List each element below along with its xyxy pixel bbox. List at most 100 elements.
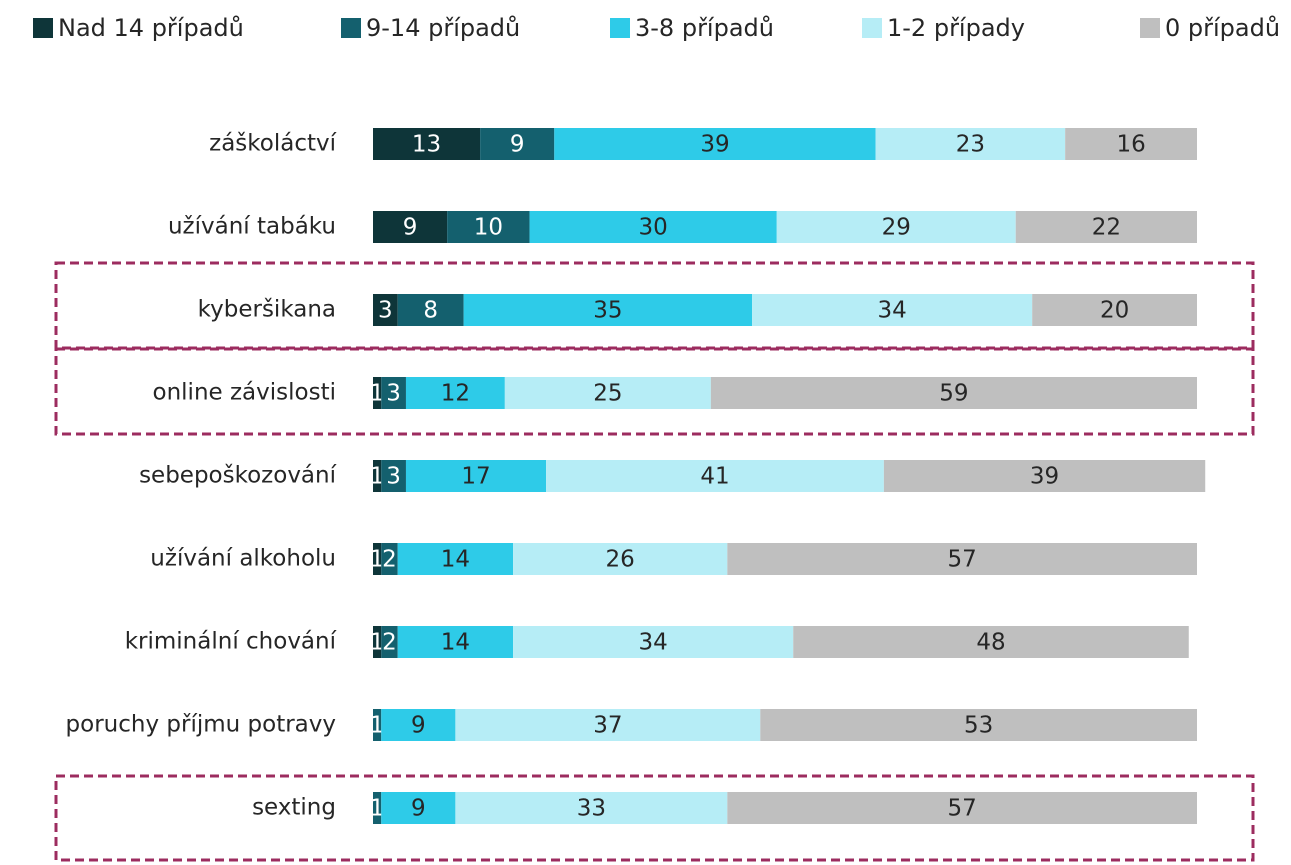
bar-segment xyxy=(397,626,514,658)
category-label: kyberšikana xyxy=(198,297,336,323)
value-label: 1 xyxy=(370,630,385,656)
value-label: 8 xyxy=(423,298,438,324)
bar-segment xyxy=(455,792,728,824)
bar-segment xyxy=(373,128,481,160)
value-label: 33 xyxy=(577,796,606,822)
legend-swatch xyxy=(862,18,882,38)
value-label: 10 xyxy=(474,215,503,241)
value-label: 12 xyxy=(441,381,470,407)
value-label: 9 xyxy=(411,796,426,822)
legend-label: Nad 14 případů xyxy=(58,14,244,42)
legend-swatch xyxy=(341,18,361,38)
bar-segment xyxy=(1065,128,1197,160)
value-label: 1 xyxy=(370,713,385,739)
bar-segment xyxy=(373,792,382,824)
category-label: sebepoškozování xyxy=(139,463,337,489)
value-label: 41 xyxy=(700,464,729,490)
legend-swatch xyxy=(610,18,630,38)
bar-segment xyxy=(373,377,382,409)
value-label: 16 xyxy=(1116,132,1145,158)
legend-swatch xyxy=(33,18,53,38)
category-label: kriminální chování xyxy=(125,629,337,655)
value-label: 25 xyxy=(593,381,622,407)
value-label: 48 xyxy=(976,630,1005,656)
bar-segment xyxy=(883,460,1206,492)
value-label: 57 xyxy=(948,547,977,573)
bar-segment xyxy=(463,294,753,326)
value-label: 34 xyxy=(639,630,668,656)
value-label: 59 xyxy=(939,381,968,407)
value-label: 1 xyxy=(370,796,385,822)
category-label: užívání alkoholu xyxy=(150,546,336,572)
bar-segment xyxy=(373,626,382,658)
bar-segment xyxy=(513,543,728,575)
value-label: 17 xyxy=(461,464,490,490)
highlight-box xyxy=(54,347,1255,436)
category-label: užívání tabáku xyxy=(168,214,336,240)
bar-segment xyxy=(381,543,398,575)
bar-segment xyxy=(373,211,448,243)
value-label: 53 xyxy=(964,713,993,739)
value-label: 3 xyxy=(378,298,393,324)
value-label: 9 xyxy=(403,215,418,241)
bar-segment xyxy=(373,709,382,741)
bar-segment xyxy=(373,460,382,492)
value-label: 30 xyxy=(639,215,668,241)
bar-segment xyxy=(554,128,876,160)
bar-segment xyxy=(381,460,406,492)
category-label: záškoláctví xyxy=(209,131,336,157)
bar-segment xyxy=(793,626,1189,658)
bar-segment xyxy=(373,543,382,575)
legend-swatch xyxy=(1140,18,1160,38)
bar-segment xyxy=(529,211,777,243)
value-label: 23 xyxy=(956,132,985,158)
bar-segment xyxy=(546,460,884,492)
value-label: 35 xyxy=(593,298,622,324)
value-label: 57 xyxy=(948,796,977,822)
legend-label: 3-8 případů xyxy=(635,14,774,42)
bar-segment xyxy=(1015,211,1197,243)
value-label: 14 xyxy=(441,547,470,573)
bar-segment xyxy=(760,709,1197,741)
bar-segment xyxy=(752,294,1033,326)
bar-segment xyxy=(381,792,456,824)
bar-segment xyxy=(405,377,505,409)
bar-segment xyxy=(381,626,398,658)
bar-segment xyxy=(1032,294,1197,326)
bar-segment xyxy=(397,543,514,575)
value-label: 34 xyxy=(877,298,906,324)
bar-segment xyxy=(776,211,1016,243)
value-label: 3 xyxy=(386,464,401,490)
value-label: 29 xyxy=(882,215,911,241)
category-label: online závislosti xyxy=(153,380,336,406)
category-label: poruchy příjmu potravy xyxy=(66,712,336,738)
bar-segment xyxy=(875,128,1066,160)
value-label: 1 xyxy=(370,464,385,490)
highlight-box xyxy=(54,261,1255,350)
value-label: 39 xyxy=(700,132,729,158)
bar-segment xyxy=(381,709,456,741)
value-label: 9 xyxy=(510,132,525,158)
bar-segment xyxy=(710,377,1197,409)
category-label: sexting xyxy=(252,795,336,821)
value-label: 26 xyxy=(606,547,635,573)
bar-segment xyxy=(513,626,794,658)
value-label: 22 xyxy=(1092,215,1121,241)
bar-segment xyxy=(727,792,1197,824)
bar-segment xyxy=(405,460,547,492)
value-label: 20 xyxy=(1100,298,1129,324)
bar-segment xyxy=(727,543,1197,575)
value-label: 39 xyxy=(1030,464,1059,490)
bar-segment xyxy=(373,294,398,326)
bar-segment xyxy=(447,211,530,243)
highlight-box xyxy=(54,774,1255,862)
bar-segment xyxy=(480,128,555,160)
value-label: 9 xyxy=(411,713,426,739)
value-label: 37 xyxy=(593,713,622,739)
bar-segment xyxy=(397,294,464,326)
value-label: 14 xyxy=(441,630,470,656)
bar-segment xyxy=(504,377,711,409)
value-label: 1 xyxy=(370,381,385,407)
bar-segment xyxy=(455,709,761,741)
